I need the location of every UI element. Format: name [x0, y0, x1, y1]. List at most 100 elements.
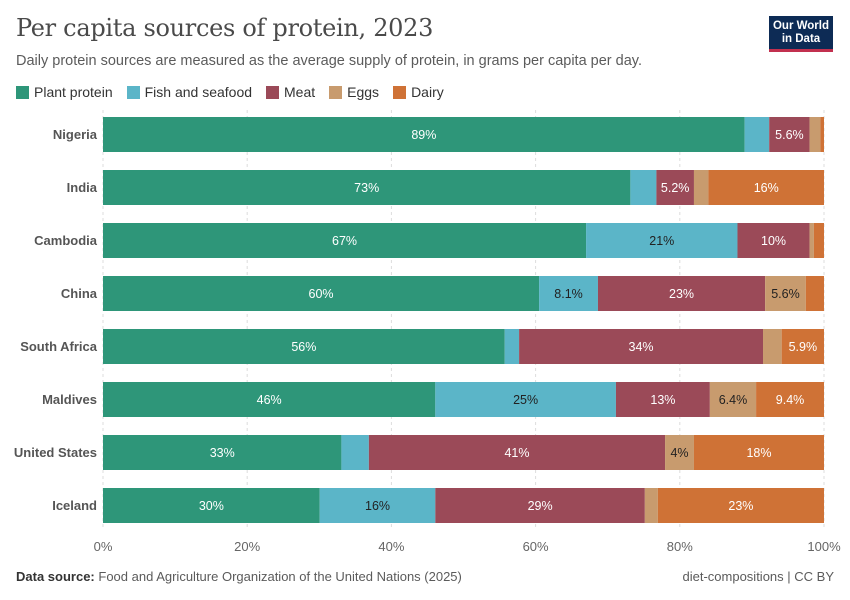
data-label: 41%: [504, 446, 529, 460]
bar-segment[interactable]: [765, 276, 806, 311]
bar-segment[interactable]: [103, 170, 631, 205]
legend-item-eggs[interactable]: Eggs: [329, 84, 379, 100]
bar-segment[interactable]: [693, 435, 824, 470]
data-label: 21%: [649, 234, 674, 248]
stacked-bar-chart: 0% 20% 40% 60% 80% 100% Nigeria 89% 5.6% India 73%…: [14, 110, 841, 554]
bar-segment[interactable]: [656, 170, 694, 205]
legend-swatch: [393, 85, 407, 99]
legend-swatch: [16, 85, 29, 99]
data-label: 18%: [746, 446, 771, 460]
x-tick-label: 0%: [94, 539, 113, 554]
legend-swatch: [126, 85, 140, 99]
legend-item-dairy[interactable]: Dairy: [393, 84, 444, 100]
bar-segment[interactable]: [319, 488, 436, 523]
legend-label: Fish and seafood: [144, 84, 253, 100]
bar-segment[interactable]: [103, 382, 436, 417]
data-source: Data source: Food and Agriculture Organi…: [16, 569, 462, 584]
bar-segment[interactable]: [665, 435, 694, 470]
bar-segment[interactable]: [763, 329, 782, 364]
data-label: 5.6%: [771, 287, 800, 301]
data-label: 89%: [411, 128, 436, 142]
data-label: 56%: [291, 340, 316, 354]
bar-segment[interactable]: [504, 329, 520, 364]
data-label: 29%: [528, 499, 553, 513]
data-label: 25%: [513, 393, 538, 407]
x-tick-label: 60%: [523, 539, 549, 554]
bar-segment[interactable]: [435, 382, 616, 417]
bar-segment[interactable]: [597, 276, 766, 311]
category-label: Maldives: [42, 392, 97, 407]
legend-item-fish-and-seafood[interactable]: Fish and seafood: [126, 84, 253, 100]
bar-segment[interactable]: [657, 488, 824, 523]
bar-segment[interactable]: [103, 435, 342, 470]
legend-label: Meat: [284, 84, 316, 100]
data-label: 13%: [650, 393, 675, 407]
category-label: China: [61, 286, 98, 301]
data-label: 5.6%: [775, 128, 804, 142]
data-label: 67%: [332, 234, 357, 248]
legend-swatch: [329, 85, 343, 99]
bar-segment[interactable]: [813, 223, 824, 258]
bar-segment[interactable]: [630, 170, 657, 205]
bar-segment[interactable]: [435, 488, 645, 523]
legend: Plant protein Fish and seafood Meat Eggs Dai…: [16, 84, 458, 100]
bar-segment[interactable]: [341, 435, 369, 470]
legend-item-plant-protein[interactable]: Plant protein: [16, 84, 113, 100]
data-label: 16%: [365, 499, 390, 513]
category-label: Iceland: [52, 498, 97, 513]
bar-segment[interactable]: [744, 117, 770, 152]
data-label: 46%: [257, 393, 282, 407]
logo-line-2: in Data: [781, 33, 821, 45]
legend-label: Eggs: [347, 84, 380, 100]
bar-segment[interactable]: [103, 276, 540, 311]
category-label: United States: [14, 445, 97, 460]
bar-segment[interactable]: [644, 488, 658, 523]
bar-segment[interactable]: [820, 117, 824, 152]
logo-line-1: Our World: [772, 20, 829, 32]
legend-label: Plant protein: [34, 84, 113, 100]
data-label: 10%: [761, 234, 786, 248]
bar-segment[interactable]: [809, 117, 821, 152]
legend-item-meat[interactable]: Meat: [266, 84, 315, 100]
category-label: South Africa: [20, 339, 98, 354]
bar-segment[interactable]: [769, 117, 810, 152]
data-label: 30%: [199, 499, 224, 513]
chart-title: Per capita sources of protein, 2023: [16, 14, 434, 42]
bar-segment[interactable]: [708, 170, 824, 205]
x-tick-label: 100%: [807, 539, 841, 554]
owid-logo[interactable]: Our World in Data: [769, 16, 833, 52]
data-label: 4%: [670, 446, 688, 460]
license-note[interactable]: diet-compositions | CC BY: [682, 569, 835, 584]
bar-segment[interactable]: [693, 170, 709, 205]
data-source-text[interactable]: Food and Agriculture Organization of the…: [98, 569, 462, 584]
chart-subtitle: Daily protein sources are measured as th…: [16, 53, 642, 69]
data-label: 23%: [669, 287, 694, 301]
bar-segment[interactable]: [586, 223, 738, 258]
category-label: Nigeria: [53, 127, 98, 142]
bar-segment[interactable]: [805, 276, 824, 311]
bar-segment[interactable]: [615, 382, 710, 417]
x-tick-label: 20%: [234, 539, 260, 554]
bar-segment[interactable]: [709, 382, 757, 417]
bar-segment[interactable]: [539, 276, 598, 311]
category-label: Cambodia: [34, 233, 98, 248]
data-label: 60%: [309, 287, 334, 301]
bar-segment[interactable]: [103, 329, 505, 364]
bar-segment[interactable]: [519, 329, 764, 364]
category-label: India: [67, 180, 98, 195]
bar-segment[interactable]: [103, 488, 320, 523]
bar-segment[interactable]: [809, 223, 814, 258]
bar-segment[interactable]: [368, 435, 666, 470]
data-label: 5.2%: [661, 181, 690, 195]
data-label: 16%: [754, 181, 779, 195]
bar-segment[interactable]: [103, 223, 587, 258]
data-label: 5.9%: [789, 340, 818, 354]
bar-segment[interactable]: [103, 117, 745, 152]
bar-segment[interactable]: [737, 223, 810, 258]
bar-segment[interactable]: [756, 382, 824, 417]
data-source-label: Data source:: [16, 569, 95, 584]
data-label: 23%: [728, 499, 753, 513]
data-label: 33%: [210, 446, 235, 460]
legend-label: Dairy: [411, 84, 444, 100]
bar-segment[interactable]: [781, 329, 824, 364]
